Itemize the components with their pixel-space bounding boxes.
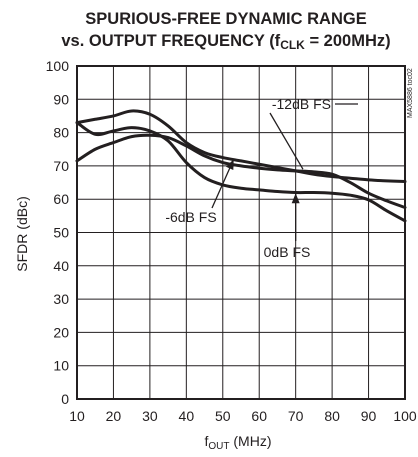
annotation-6db: -6dB FS: [165, 158, 235, 225]
x-tick-label: 20: [106, 408, 122, 424]
x-tick-label: 70: [288, 408, 304, 424]
series-line-2: [75, 121, 407, 223]
y-tick-label: 0: [61, 391, 69, 407]
x-tick-label: 10: [69, 408, 85, 424]
series-layer: [75, 109, 407, 223]
series-line-1: [75, 133, 407, 210]
y-tick-labels: 0 10 20 30 40 50 60 70 80 90 100: [46, 58, 70, 407]
grid-lines: [77, 66, 405, 399]
y-tick-label: 70: [53, 158, 69, 174]
x-tick-labels: 10 20 30 40 50 60 70 80 90 100: [69, 408, 417, 424]
y-tick-label: 20: [53, 324, 69, 340]
annotation-6db-label: -6dB FS: [165, 209, 216, 225]
annotation-0db-label: 0dB FS: [264, 244, 311, 260]
x-tick-label: 40: [179, 408, 195, 424]
x-tick-label: 30: [142, 408, 158, 424]
chart-title-line1: SPURIOUS-FREE DYNAMIC RANGE: [85, 10, 366, 28]
y-tick-label: 40: [53, 258, 69, 274]
y-axis-label: SFDR (dBc): [14, 196, 30, 271]
x-tick-label: 90: [361, 408, 377, 424]
y-tick-label: 100: [46, 58, 70, 74]
y-tick-label: 60: [53, 191, 69, 207]
x-tick-label: 100: [393, 408, 417, 424]
annotations-layer: -12dB FS -6dB FS 0dB FS: [165, 96, 358, 260]
annotation-0db: 0dB FS: [264, 193, 311, 260]
x-tick-label: 60: [251, 408, 267, 424]
plot-frame: [76, 65, 406, 400]
series-line-0: [75, 109, 407, 184]
y-tick-label: 90: [53, 91, 69, 107]
y-tick-label: 80: [53, 125, 69, 141]
annotation-12db-label: -12dB FS: [272, 96, 331, 112]
x-tick-label: 50: [215, 408, 231, 424]
y-tick-label: 10: [53, 358, 69, 374]
y-tick-label: 50: [53, 225, 69, 241]
x-tick-label: 80: [324, 408, 340, 424]
annotation-12db: -12dB FS: [269, 96, 358, 170]
y-tick-label: 30: [53, 291, 69, 307]
chart-title-line2: vs. OUTPUT FREQUENCY (fCLK = 200MHz): [61, 32, 390, 52]
x-axis-label: fOUT (MHz): [205, 433, 272, 452]
toc-id-label: MAX5886 toc02: [407, 68, 414, 118]
